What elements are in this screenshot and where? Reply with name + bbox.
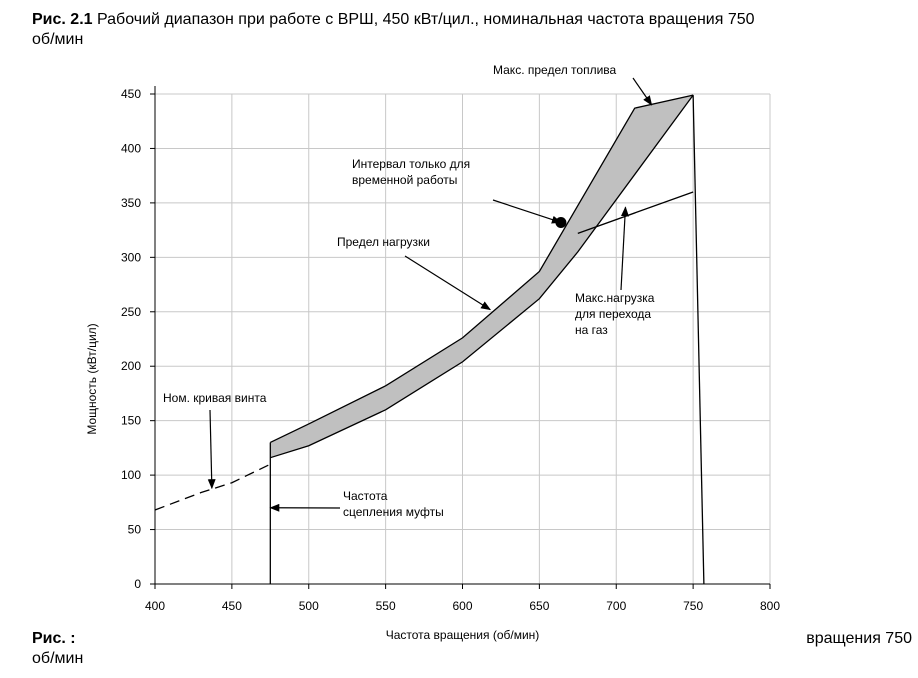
x-tick-label-500: 500 xyxy=(299,599,319,613)
annotation-fuel-line-0: Макс. предел топлива xyxy=(493,63,617,77)
y-tick-label-150: 150 xyxy=(121,414,141,428)
temporary-operation-region xyxy=(270,95,693,458)
y-tick-label-100: 100 xyxy=(121,468,141,482)
series-line-5 xyxy=(693,95,704,584)
annotation-clutch-line-1: сцепления муфты xyxy=(343,505,444,519)
y-axis-title: Мощность (кВт/цил) xyxy=(85,323,99,434)
annotation-gas-line-1: для перехода xyxy=(575,307,651,321)
annotation-temp: Интервал только для временной работы xyxy=(352,157,470,187)
x-axis-title: Частота вращения (об/мин) xyxy=(386,628,540,642)
series-line-3 xyxy=(155,464,270,510)
x-tick-label-650: 650 xyxy=(529,599,549,613)
y-tick-label-300: 300 xyxy=(121,250,141,264)
annotation-gas-line-0: Макс.нагрузка xyxy=(575,291,655,305)
x-tick-label-750: 750 xyxy=(683,599,703,613)
y-tick-label-350: 350 xyxy=(121,196,141,210)
y-tick-label-250: 250 xyxy=(121,305,141,319)
x-tick-label-700: 700 xyxy=(606,599,626,613)
annotation-arrow-gas xyxy=(621,207,625,290)
chart-annotations: Макс. предел топлива Интервал только для в… xyxy=(163,63,655,519)
operating-range-chart: 400 450 500 550 600 650 700 750 800 0 50 100 150 200 2… xyxy=(0,0,918,678)
y-tick-label-50: 50 xyxy=(128,523,142,537)
annotation-prop: Ном. кривая винта xyxy=(163,391,267,405)
annotation-arrow-prop xyxy=(210,410,212,488)
annotation-arrow-fuel xyxy=(633,78,652,105)
x-tick-label-450: 450 xyxy=(222,599,242,613)
annotation-temp-line-1: временной работы xyxy=(352,173,457,187)
annotation-clutch-line-0: Частота xyxy=(343,489,388,503)
x-tick-label-600: 600 xyxy=(452,599,472,613)
annotation-temp-line-0: Интервал только для xyxy=(352,157,470,171)
annotation-fuel: Макс. предел топлива xyxy=(493,63,617,77)
annotation-load: Предел нагрузки xyxy=(337,235,430,249)
annotation-gas-line-2: на газ xyxy=(575,323,608,337)
annotation-load-line-0: Предел нагрузки xyxy=(337,235,430,249)
y-tick-label-0: 0 xyxy=(134,577,141,591)
annotation-clutch: Частота сцепления муфты xyxy=(343,489,444,519)
y-tick-label-400: 400 xyxy=(121,141,141,155)
annotation-gas: Макс.нагрузка для перехода на газ xyxy=(575,291,655,337)
annotation-arrow-load xyxy=(405,256,490,310)
y-tick-label-450: 450 xyxy=(121,87,141,101)
x-tick-label-400: 400 xyxy=(145,599,165,613)
annotation-prop-line-0: Ном. кривая винта xyxy=(163,391,267,405)
x-tick-label-550: 550 xyxy=(376,599,396,613)
y-tick-label-200: 200 xyxy=(121,359,141,373)
x-tick-label-800: 800 xyxy=(760,599,780,613)
